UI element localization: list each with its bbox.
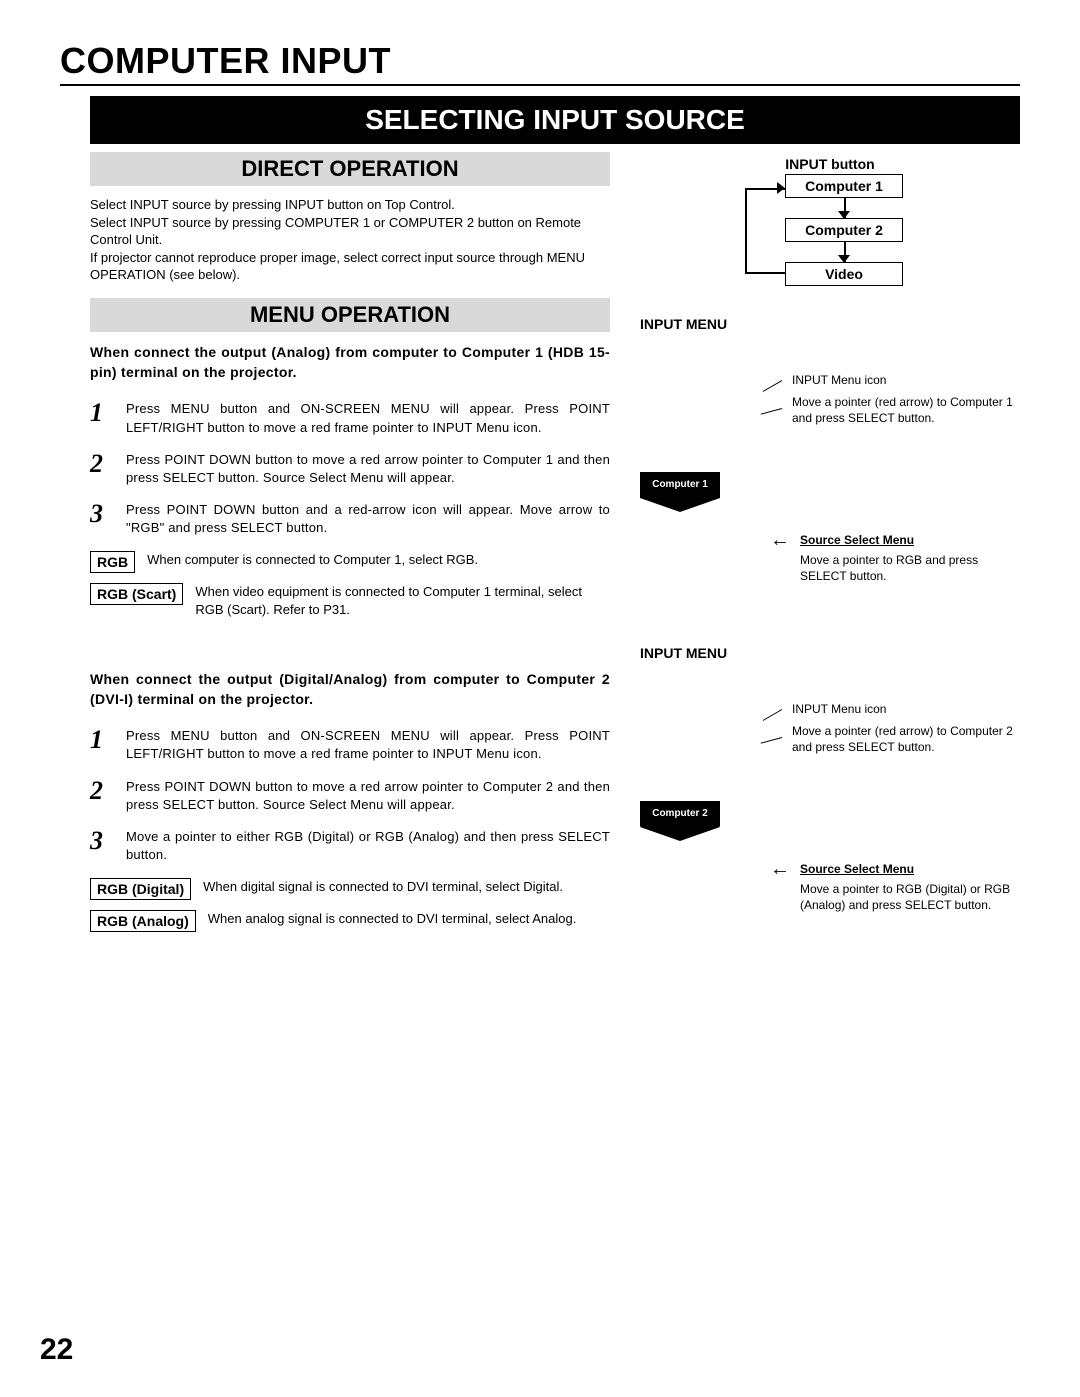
step-row: 3 Move a pointer to either RGB (Digital)… [90, 828, 610, 864]
pentagon-label-computer2: Computer 2 [640, 801, 720, 827]
option-text: When computer is connected to Computer 1… [147, 551, 478, 569]
cycle-title: INPUT button [640, 156, 1020, 172]
page-title: COMPUTER INPUT [60, 40, 1020, 82]
ss-text-2: Move a pointer to RGB (Digital) or RGB (… [800, 881, 1020, 913]
input-menu-label-1: INPUT MENU [640, 316, 1020, 332]
option-row: RGB (Scart) When video equipment is conn… [90, 583, 610, 618]
pentagon-label-computer1: Computer 1 [640, 472, 720, 498]
callout-lines-icon [760, 372, 782, 442]
step-number: 2 [90, 451, 112, 477]
cycle-wrap: Computer 1 Computer 2 Video [745, 174, 915, 286]
direct-op-text: Select INPUT source by pressing INPUT bu… [90, 196, 610, 284]
option-row: RGB (Digital) When digital signal is con… [90, 878, 610, 900]
step-text: Press POINT DOWN button to move a red ar… [126, 778, 610, 814]
content-columns: DIRECT OPERATION Select INPUT source by … [90, 152, 1020, 942]
callout-text: INPUT Menu icon Move a pointer (red arro… [792, 701, 1020, 756]
title-rule [60, 84, 1020, 86]
source-select-block-1: ← Source Select Menu Move a pointer to R… [770, 532, 1020, 585]
section2-intro: When connect the output (Digital/Analog)… [90, 669, 610, 710]
cycle-box-computer1: Computer 1 [785, 174, 903, 198]
step-text: Press POINT DOWN button to move a red ar… [126, 451, 610, 487]
callout-block-2: INPUT Menu icon Move a pointer (red arro… [760, 701, 1020, 771]
pentagon-arrow-icon [640, 498, 720, 512]
option-label-rgb-digital: RGB (Digital) [90, 878, 191, 900]
step-text: Press MENU button and ON-SCREEN MENU wil… [126, 727, 610, 763]
option-text: When analog signal is connected to DVI t… [208, 910, 577, 928]
step-number: 1 [90, 400, 112, 426]
page-number: 22 [40, 1333, 73, 1367]
step-row: 1 Press MENU button and ON-SCREEN MENU w… [90, 400, 610, 436]
right-column: INPUT button Computer 1 Computer 2 Video… [640, 152, 1020, 942]
option-text: When video equipment is connected to Com… [195, 583, 610, 618]
direct-op-line3: If projector cannot reproduce proper ima… [90, 250, 585, 283]
step-text: Press POINT DOWN button and a red-arrow … [126, 501, 610, 537]
callout-line-a: INPUT Menu icon [792, 701, 1020, 717]
step-row: 1 Press MENU button and ON-SCREEN MENU w… [90, 727, 610, 763]
input-menu-label-2: INPUT MENU [640, 645, 1020, 661]
callout-block-1: INPUT Menu icon Move a pointer (red arro… [760, 372, 1020, 442]
pentagon-arrow-icon [640, 827, 720, 841]
return-arrow-icon [777, 182, 785, 194]
option-row: RGB (Analog) When analog signal is conne… [90, 910, 610, 932]
source-select-block-2: ← Source Select Menu Move a pointer to R… [770, 861, 1020, 914]
menu-operation-heading: MENU OPERATION [90, 298, 610, 332]
option-label-rgb-scart: RGB (Scart) [90, 583, 183, 605]
option-label-rgb: RGB [90, 551, 135, 573]
step-number: 3 [90, 501, 112, 527]
option-text: When digital signal is connected to DVI … [203, 878, 563, 896]
step-row: 3 Press POINT DOWN button and a red-arro… [90, 501, 610, 537]
ss-title-1: Source Select Menu [800, 532, 1020, 548]
direct-op-line2: Select INPUT source by pressing COMPUTER… [90, 215, 581, 248]
pentagon-wrap-2: Computer 2 [640, 801, 730, 841]
step-number: 2 [90, 778, 112, 804]
ss-title-2: Source Select Menu [800, 861, 1020, 877]
step-row: 2 Press POINT DOWN button to move a red … [90, 451, 610, 487]
step-number: 1 [90, 727, 112, 753]
step-number: 3 [90, 828, 112, 854]
direct-operation-heading: DIRECT OPERATION [90, 152, 610, 186]
left-arrow-icon: ← [770, 859, 790, 879]
callout-line-a: INPUT Menu icon [792, 372, 1020, 388]
callout-line-b: Move a pointer (red arrow) to Computer 1… [792, 394, 1020, 426]
option-row: RGB When computer is connected to Comput… [90, 551, 610, 573]
section-banner: SELECTING INPUT SOURCE [90, 96, 1020, 144]
section1-intro: When connect the output (Analog) from co… [90, 342, 610, 383]
option-label-rgb-analog: RGB (Analog) [90, 910, 196, 932]
step-row: 2 Press POINT DOWN button to move a red … [90, 778, 610, 814]
callout-text: INPUT Menu icon Move a pointer (red arro… [792, 372, 1020, 427]
callout-lines-icon [760, 701, 782, 771]
cycle-box-computer2: Computer 2 [785, 218, 903, 242]
ss-text-1: Move a pointer to RGB and press SELECT b… [800, 552, 1020, 584]
direct-op-line1: Select INPUT source by pressing INPUT bu… [90, 197, 455, 212]
step-text: Move a pointer to either RGB (Digital) o… [126, 828, 610, 864]
pentagon-wrap-1: Computer 1 [640, 472, 730, 512]
left-column: DIRECT OPERATION Select INPUT source by … [90, 152, 610, 942]
left-arrow-icon: ← [770, 530, 790, 550]
callout-line-b: Move a pointer (red arrow) to Computer 2… [792, 723, 1020, 755]
step-text: Press MENU button and ON-SCREEN MENU wil… [126, 400, 610, 436]
input-cycle-diagram: INPUT button Computer 1 Computer 2 Video [640, 156, 1020, 286]
cycle-box-video: Video [785, 262, 903, 286]
